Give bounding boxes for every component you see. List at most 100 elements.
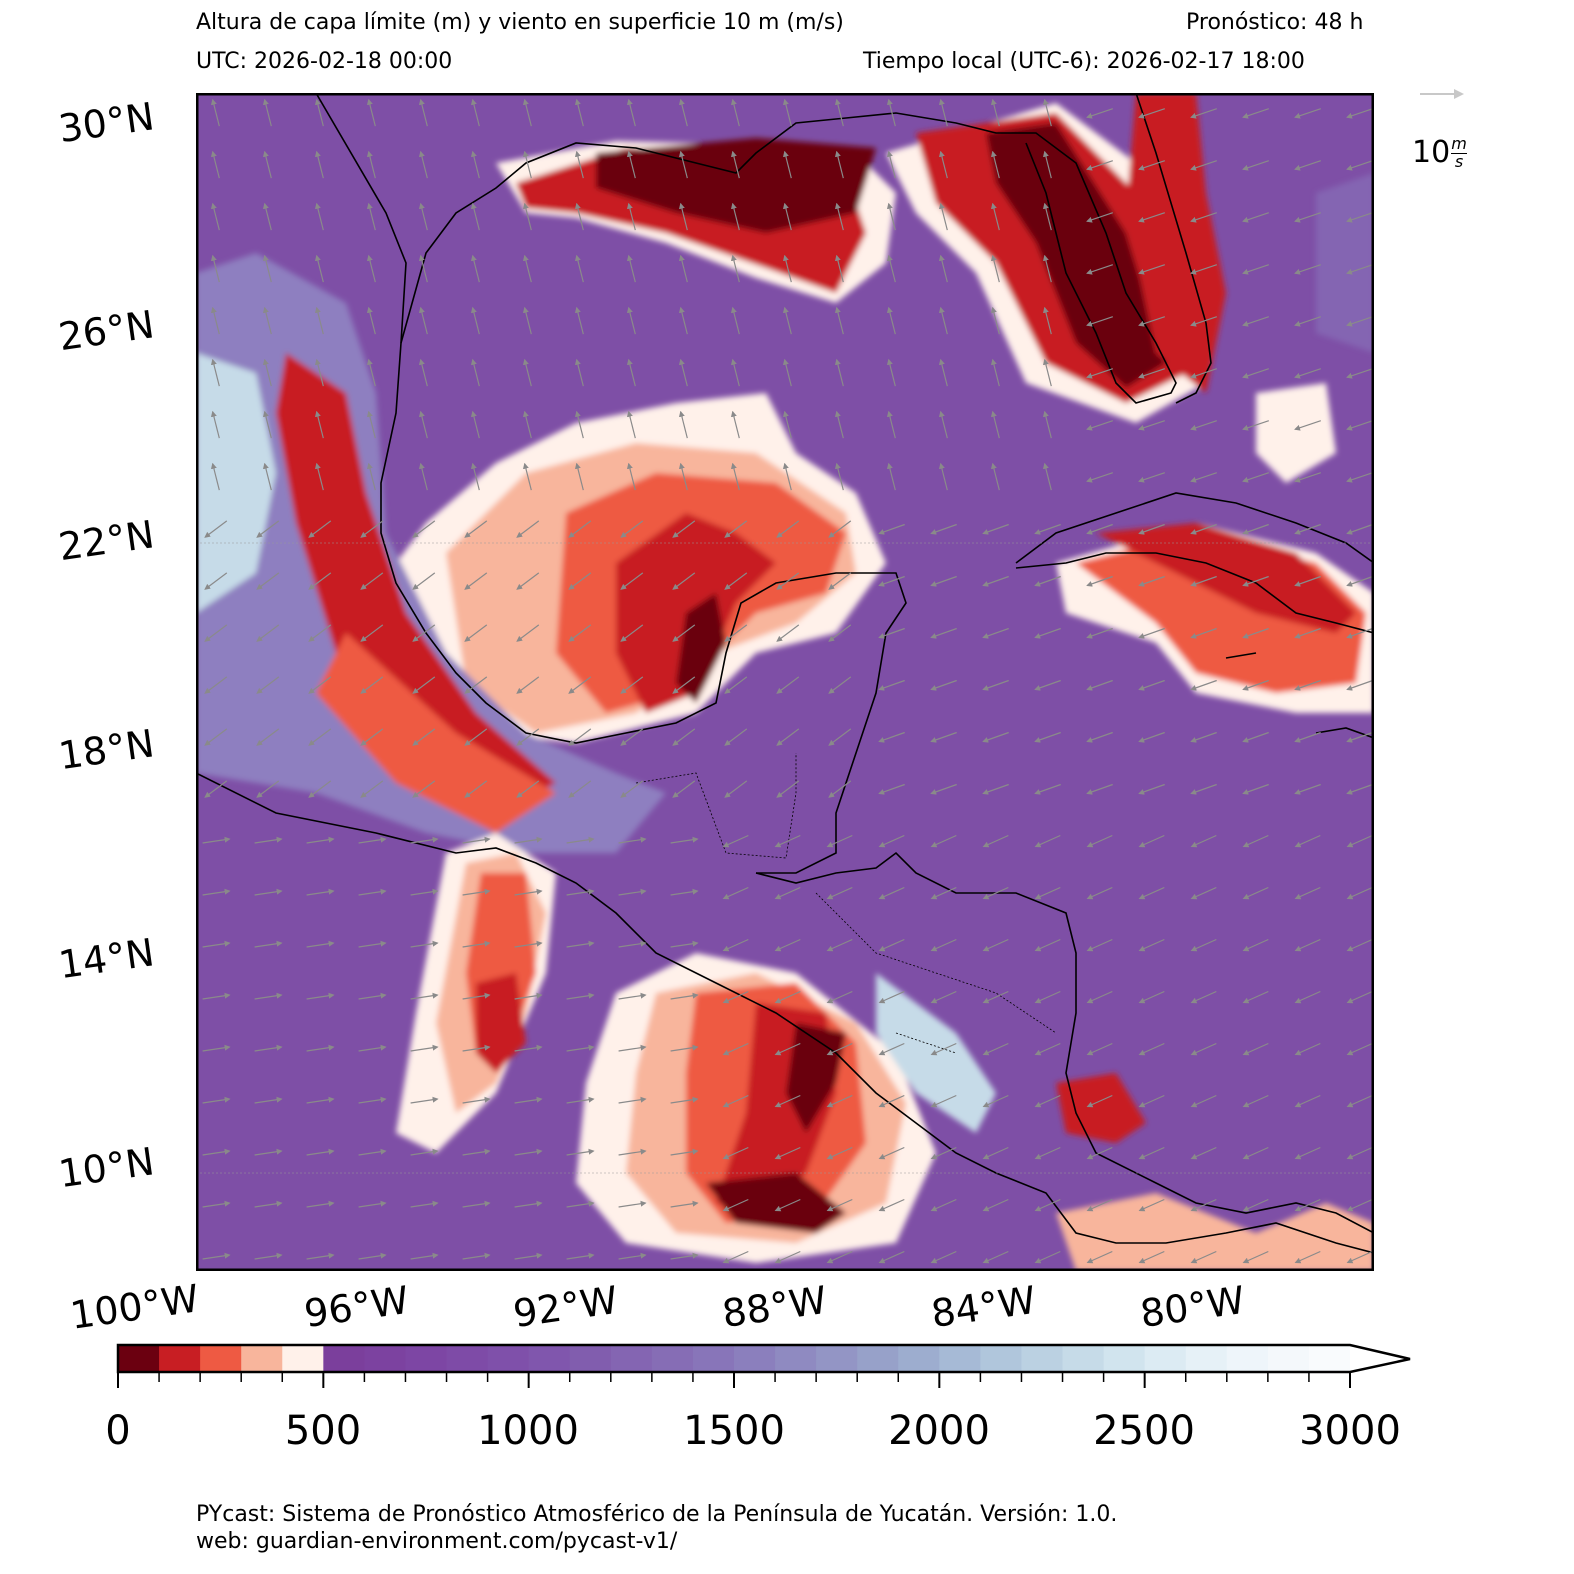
wind-arrow — [210, 306, 220, 335]
wind-arrow — [1190, 783, 1217, 795]
wind-arrow — [522, 202, 532, 231]
wind-arrow — [620, 728, 644, 746]
wind-arrow — [470, 98, 480, 127]
colorbar-label-500: 500 — [284, 1408, 362, 1454]
wind-arrow — [1294, 316, 1321, 327]
wind-arrow — [262, 150, 272, 179]
wind-arrow — [776, 572, 800, 590]
wind-arrow — [462, 940, 491, 948]
wind-arrow — [262, 98, 272, 127]
wind-arrow — [358, 992, 387, 1000]
lat-label-30n: 30°N — [55, 94, 157, 152]
wind-arrow — [1138, 731, 1165, 743]
wind-arrow — [204, 520, 228, 538]
wind-arrow — [412, 728, 436, 746]
wind-arrow — [1346, 627, 1373, 639]
wind-arrow — [1242, 212, 1269, 223]
wind-arrow — [1346, 731, 1373, 743]
colorbar-cell — [282, 1345, 324, 1372]
wind-arrow — [774, 990, 801, 1004]
utc-time: UTC: 2026-02-18 00:00 — [196, 49, 453, 74]
wind-arrow — [1086, 886, 1113, 900]
wind-arrow — [938, 202, 948, 231]
wind-arrow — [990, 202, 1000, 231]
wind-arrow — [724, 728, 748, 746]
wind-arrow — [1294, 523, 1321, 535]
wind-arrow — [1242, 990, 1269, 1004]
wind-arrow — [1034, 1198, 1061, 1212]
wind-arrow — [938, 462, 948, 491]
wind-arrow — [1190, 990, 1217, 1004]
wind-arrow — [774, 938, 801, 952]
wind-arrow — [1346, 834, 1373, 848]
wind-arrow — [412, 624, 436, 642]
wind-arrow — [204, 676, 228, 694]
wind-arrow — [514, 1096, 543, 1104]
wind-arrow — [254, 1148, 283, 1156]
cuba-coast — [1015, 492, 1374, 634]
wind-arrow — [574, 358, 584, 387]
wind-arrow — [566, 940, 595, 948]
wind-arrow — [1042, 254, 1052, 283]
colorbar-cell — [1021, 1345, 1064, 1372]
wind-arrow — [1086, 1042, 1113, 1056]
wind-arrow — [462, 836, 491, 844]
wind-arrow — [418, 150, 428, 179]
wind-arrow — [1034, 1094, 1061, 1108]
wind-arrow — [522, 98, 532, 127]
wind-arrow — [672, 520, 696, 538]
wind-arrow — [254, 992, 283, 1000]
colorbar-cell — [159, 1345, 201, 1372]
wind-arrow — [566, 992, 595, 1000]
wind-arrow — [782, 462, 792, 491]
wind-arrow — [202, 940, 231, 948]
wind-arrow — [254, 940, 283, 948]
wind-arrow — [1346, 938, 1373, 952]
wind-arrow — [1294, 783, 1321, 795]
wind-arrow — [834, 202, 844, 231]
coastlines — [196, 93, 1374, 1254]
colorbar-cell — [939, 1345, 981, 1372]
wind-arrow — [1138, 990, 1165, 1004]
wind-arrow — [1294, 108, 1321, 119]
wind-arrow — [1242, 783, 1269, 795]
colorbar-label-1500: 1500 — [683, 1408, 785, 1454]
mexico-gulf-coast — [315, 93, 907, 874]
wind-arrow — [306, 836, 335, 844]
colorbar-cells — [118, 1345, 1410, 1372]
wind-arrow — [1294, 472, 1321, 483]
colorbar-outline — [116, 1343, 1411, 1374]
wind-arrow — [522, 254, 532, 283]
wind-arrow — [470, 306, 480, 335]
wind-arrow — [782, 410, 792, 439]
wind-arrow — [1294, 1250, 1321, 1264]
wind-arrow — [1242, 316, 1269, 327]
wind-arrow — [878, 1198, 905, 1212]
wind-arrow — [982, 731, 1009, 743]
wind-arrow — [1042, 150, 1052, 179]
wind-arrow — [470, 358, 480, 387]
wind-arrow — [1034, 834, 1061, 848]
wind-arrow — [1086, 783, 1113, 795]
wind-arrow — [1042, 98, 1052, 127]
wind-arrow — [1190, 316, 1217, 327]
wind-arrow — [314, 98, 324, 127]
wind-arrow — [722, 990, 749, 1004]
wind-arrow — [410, 1096, 439, 1104]
wind-arrow — [834, 254, 844, 283]
wind-arrow — [1190, 523, 1217, 535]
wind-arrow — [724, 676, 748, 694]
wind-arrow — [982, 886, 1009, 900]
wind-arrow — [1042, 410, 1052, 439]
wind-arrow — [774, 834, 801, 848]
colorbar-label-0: 0 — [105, 1408, 131, 1454]
wind-arrow — [826, 938, 853, 952]
pbl-north-darkred — [596, 138, 876, 233]
wind-arrow — [568, 676, 592, 694]
wind-arrow — [670, 1252, 699, 1260]
wind-arrow — [878, 1094, 905, 1108]
colorbar — [116, 1343, 1411, 1388]
pbl-colombia-patch — [1056, 1193, 1374, 1271]
wind-arrow — [1086, 368, 1113, 379]
wind-arrow — [254, 1096, 283, 1104]
